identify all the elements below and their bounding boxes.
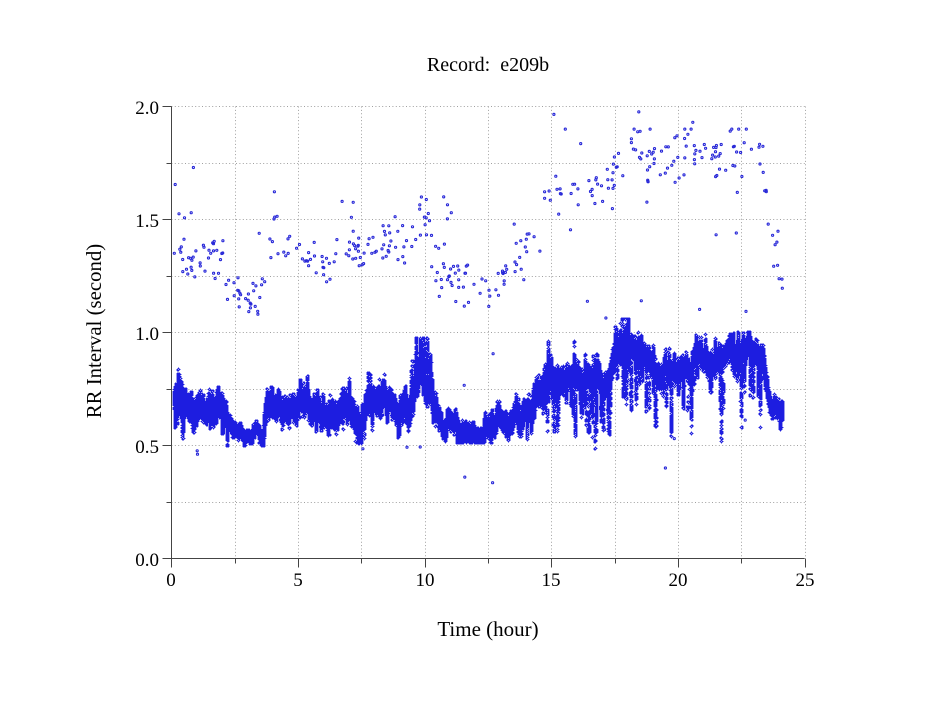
svg-text:1.0: 1.0 (135, 324, 159, 345)
svg-text:20: 20 (669, 570, 688, 591)
svg-text:RR Interval (second): RR Interval (second) (83, 244, 106, 418)
svg-text:Record: e209b: Record: e209b (427, 54, 549, 76)
svg-text:2.0: 2.0 (135, 98, 159, 119)
svg-text:5: 5 (293, 570, 303, 591)
svg-text:0.0: 0.0 (135, 550, 159, 571)
svg-text:0: 0 (166, 570, 176, 591)
svg-text:0.5: 0.5 (135, 437, 159, 458)
svg-text:1.5: 1.5 (135, 211, 159, 232)
svg-text:15: 15 (542, 570, 561, 591)
svg-text:25: 25 (796, 570, 815, 591)
svg-text:Time (hour): Time (hour) (437, 617, 538, 641)
svg-text:10: 10 (416, 570, 435, 591)
